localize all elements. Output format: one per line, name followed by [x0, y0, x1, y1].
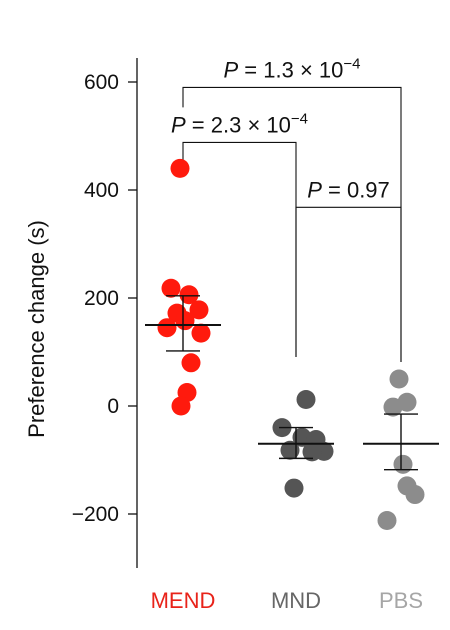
- data-point-mend: [170, 158, 190, 178]
- p-value-label: P = 2.3 × 10−4: [171, 110, 308, 137]
- y-tick-label: 0: [107, 395, 119, 418]
- category-label-pbs: PBS: [379, 588, 423, 613]
- data-point-pbs: [393, 454, 413, 474]
- data-point-mend: [179, 285, 199, 305]
- data-point-mnd: [292, 427, 312, 447]
- data-point-pbs: [383, 397, 403, 417]
- data-point-pbs: [377, 510, 397, 530]
- data-point-mend: [175, 311, 195, 331]
- data-point-mend: [171, 396, 191, 416]
- data-point-mnd: [296, 390, 316, 410]
- data-point-mnd: [302, 442, 322, 462]
- y-axis-title: Preference change (s): [24, 220, 49, 438]
- y-tick-label: −200: [72, 503, 119, 526]
- data-point-mend: [157, 318, 177, 338]
- data-point-mend: [189, 300, 209, 320]
- data-point-mnd: [280, 440, 300, 460]
- p-value-label: P = 1.3 × 10−4: [224, 55, 361, 82]
- y-tick-label: 200: [84, 287, 119, 310]
- data-point-pbs: [389, 369, 409, 389]
- data-point-pbs: [405, 485, 425, 505]
- category-label-mend: MEND: [151, 588, 216, 613]
- data-point-mend: [161, 278, 181, 298]
- data-point-mnd: [284, 478, 304, 498]
- data-point-mend: [191, 323, 211, 343]
- data-point-mend: [181, 353, 201, 373]
- p-value-label: P = 0.97: [307, 177, 390, 202]
- y-tick-label: 400: [84, 179, 119, 202]
- significance-bracket: [295, 206, 402, 362]
- y-tick-label: 600: [84, 71, 119, 94]
- category-label-mnd: MND: [271, 588, 321, 613]
